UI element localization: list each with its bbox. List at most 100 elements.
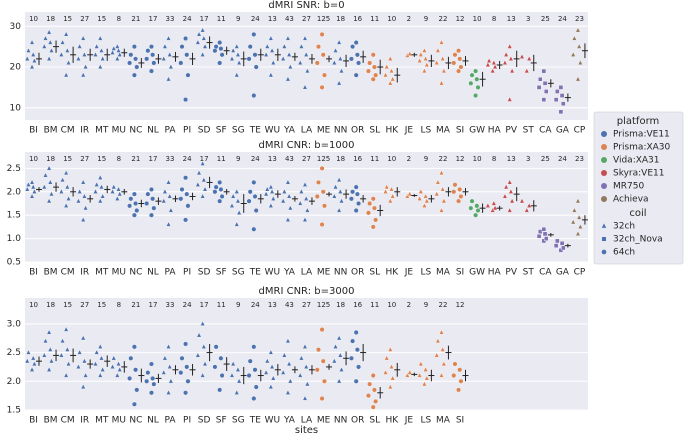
data-point — [212, 189, 218, 195]
data-point — [382, 71, 389, 78]
data-point — [575, 197, 581, 204]
data-point — [94, 181, 100, 187]
data-point — [253, 208, 259, 214]
data-point — [404, 372, 410, 378]
count-label: 8 — [117, 15, 121, 23]
data-point — [370, 404, 376, 410]
data-point — [133, 56, 139, 62]
data-point — [94, 349, 100, 355]
count-label: 13 — [507, 155, 516, 163]
x-tick-label: NL — [147, 416, 159, 426]
data-point — [144, 378, 150, 384]
data-point — [286, 51, 292, 57]
data-point — [144, 200, 150, 206]
data-point — [201, 176, 207, 183]
data-point — [229, 55, 235, 61]
x-tick-label: BI — [29, 126, 38, 136]
data-point — [235, 51, 241, 57]
data-point — [320, 358, 326, 364]
count-label: 24 — [251, 301, 260, 309]
data-point — [490, 67, 496, 74]
data-point — [553, 243, 559, 248]
data-point — [115, 186, 122, 192]
x-tick-label: SL — [369, 268, 380, 278]
data-point — [202, 43, 208, 49]
data-point — [128, 355, 134, 361]
x-tick-label: SG — [232, 126, 245, 136]
data-point — [298, 43, 305, 49]
count-label: 16 — [353, 301, 362, 309]
count-label: 27 — [302, 301, 311, 309]
data-point — [217, 40, 223, 46]
data-point — [559, 241, 565, 246]
data-point — [303, 363, 309, 369]
x-tick-label: CM — [61, 126, 75, 136]
data-point — [167, 363, 173, 369]
data-point — [559, 93, 565, 98]
data-point — [438, 207, 445, 213]
count-label: 16 — [353, 155, 362, 163]
data-point — [507, 96, 513, 102]
data-point — [59, 176, 66, 183]
data-point — [571, 35, 578, 41]
legend-label: Achieva — [613, 195, 649, 205]
data-point — [229, 372, 235, 378]
data-point — [200, 372, 206, 378]
data-point — [441, 360, 447, 367]
count-label: 13 — [507, 15, 516, 23]
data-point — [24, 55, 30, 61]
data-point — [184, 191, 190, 197]
data-point — [59, 337, 66, 344]
y-tick-label: 30 — [10, 22, 22, 32]
count-label: 33 — [166, 155, 175, 163]
data-point — [268, 71, 274, 78]
data-point — [269, 363, 275, 369]
data-point — [435, 179, 441, 185]
x-tick-label: MA — [436, 268, 451, 278]
data-point — [25, 47, 32, 53]
x-tick-label: GA — [556, 126, 570, 136]
data-point — [264, 43, 270, 49]
x-tick-label: NN — [334, 268, 347, 278]
count-label: 13 — [268, 155, 277, 163]
data-point — [348, 56, 354, 62]
data-point — [304, 380, 311, 387]
x-tick-label: WU — [265, 416, 281, 426]
data-point — [148, 390, 154, 396]
x-tick-label: BM — [44, 126, 58, 136]
count-label: 22 — [439, 15, 448, 23]
data-point — [553, 97, 559, 102]
data-point — [438, 329, 445, 335]
data-point — [150, 196, 156, 202]
x-tick-label: CP — [574, 126, 586, 136]
data-point — [29, 179, 35, 185]
data-point — [65, 59, 72, 65]
data-point — [63, 71, 69, 78]
data-point — [131, 44, 137, 50]
data-point — [48, 47, 55, 53]
count-label: 25 — [541, 15, 550, 23]
data-point — [388, 363, 395, 369]
x-tick-label: MU — [112, 416, 126, 426]
data-point — [178, 370, 184, 376]
count-label: 8 — [492, 15, 496, 23]
x-tick-label: SD — [198, 268, 211, 278]
x-tick-label: SI — [456, 268, 464, 278]
x-tick-label: JE — [404, 416, 414, 426]
data-point — [48, 190, 55, 197]
data-point — [29, 366, 35, 372]
count-label: 8 — [117, 301, 121, 309]
data-point — [185, 203, 191, 209]
data-point — [337, 188, 343, 194]
data-point — [196, 169, 202, 176]
data-point — [264, 357, 270, 364]
data-point — [418, 188, 424, 194]
count-label: 10 — [29, 15, 38, 23]
data-point — [92, 360, 99, 367]
data-point — [151, 60, 157, 66]
data-point — [246, 373, 252, 379]
data-point — [524, 207, 530, 213]
count-label: 9 — [236, 15, 240, 23]
data-point — [183, 35, 189, 41]
